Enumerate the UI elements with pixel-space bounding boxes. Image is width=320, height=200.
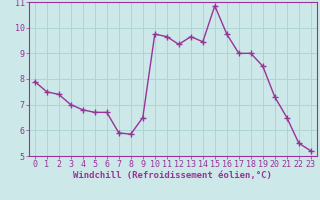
X-axis label: Windchill (Refroidissement éolien,°C): Windchill (Refroidissement éolien,°C) <box>73 171 272 180</box>
